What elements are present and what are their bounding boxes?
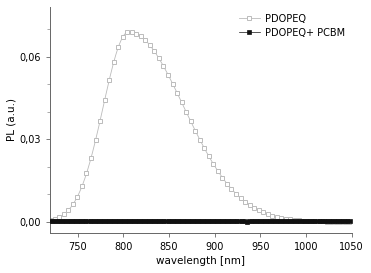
PDOPEQ xyxy=(125,30,130,34)
PDOPEQ+ PCBM xyxy=(349,220,354,223)
Line: PDOPEQ+ PCBM: PDOPEQ+ PCBM xyxy=(49,219,354,223)
PDOPEQ+ PCBM xyxy=(184,219,189,222)
PDOPEQ+ PCBM xyxy=(101,219,106,223)
PDOPEQ+ PCBM xyxy=(250,219,254,222)
Y-axis label: PL (a.u.): PL (a.u.) xyxy=(7,98,17,141)
PDOPEQ+ PCBM xyxy=(226,219,230,222)
PDOPEQ xyxy=(185,112,189,115)
PDOPEQ xyxy=(276,215,280,219)
Line: PDOPEQ: PDOPEQ xyxy=(48,30,354,224)
Legend: PDOPEQ, PDOPEQ+ PCBM: PDOPEQ, PDOPEQ+ PCBM xyxy=(237,12,347,40)
PDOPEQ+ PCBM xyxy=(48,220,52,223)
PDOPEQ xyxy=(101,103,106,106)
PDOPEQ xyxy=(349,220,354,223)
PDOPEQ xyxy=(48,218,52,222)
PDOPEQ+ PCBM xyxy=(276,219,280,223)
X-axis label: wavelength [nm]: wavelength [nm] xyxy=(157,256,246,266)
PDOPEQ xyxy=(226,184,231,187)
PDOPEQ xyxy=(250,205,254,208)
PDOPEQ+ PCBM xyxy=(286,219,290,222)
PDOPEQ+ PCBM xyxy=(244,220,249,223)
PDOPEQ xyxy=(127,30,131,33)
PDOPEQ+ PCBM xyxy=(125,219,130,223)
